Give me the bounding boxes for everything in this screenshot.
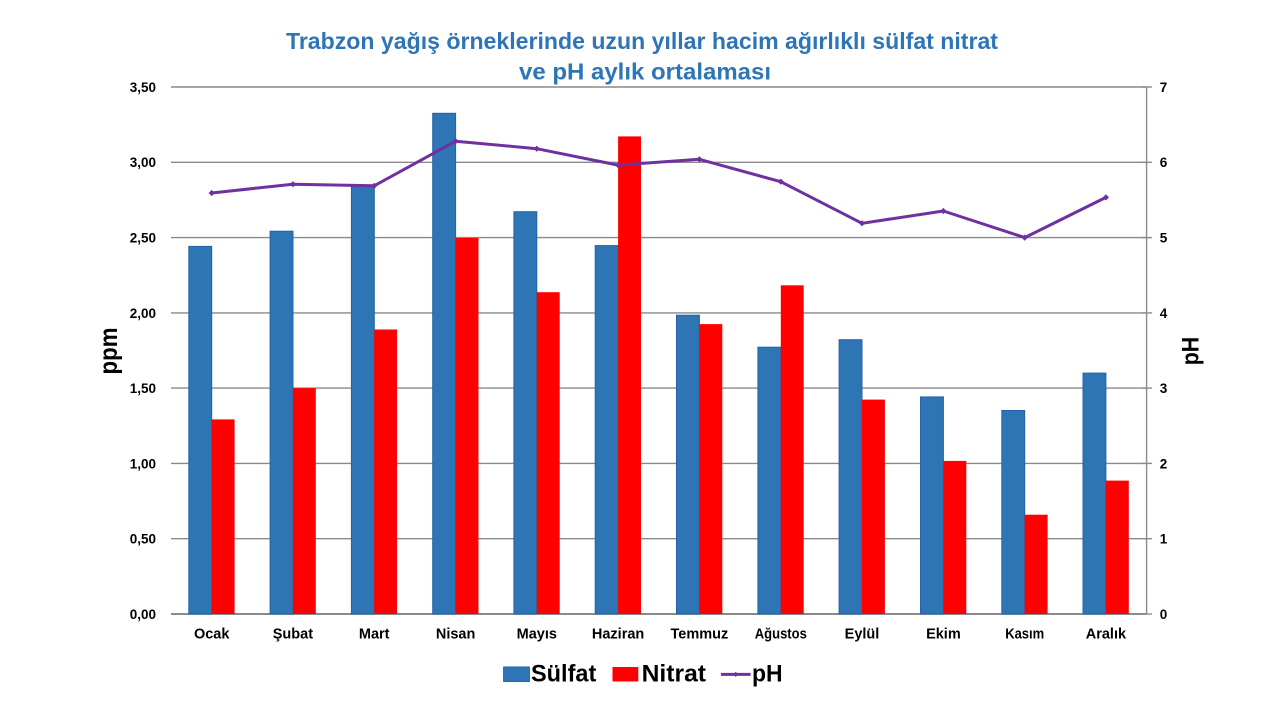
svg-text:3,50: 3,50 — [130, 80, 156, 95]
svg-text:7: 7 — [1160, 80, 1168, 95]
svg-text:6: 6 — [1160, 155, 1168, 170]
svg-text:Mayıs: Mayıs — [517, 627, 557, 643]
svg-text:Temmuz: Temmuz — [671, 627, 729, 643]
svg-text:3,00: 3,00 — [130, 155, 156, 170]
svg-text:Mart: Mart — [359, 627, 390, 643]
svg-text:Haziran: Haziran — [592, 627, 644, 643]
svg-text:Trabzon yağış örneklerinde uzu: Trabzon yağış örneklerinde uzun yıllar h… — [286, 28, 998, 54]
svg-text:Ağustos: Ağustos — [755, 627, 807, 643]
svg-text:Sülfat: Sülfat — [531, 660, 596, 687]
svg-text:0: 0 — [1160, 607, 1168, 622]
svg-text:Ocak: Ocak — [194, 627, 230, 643]
svg-text:ppm: ppm — [95, 328, 123, 375]
svg-text:2: 2 — [1160, 456, 1168, 471]
svg-text:2,00: 2,00 — [130, 306, 156, 321]
svg-text:pH: pH — [1177, 337, 1204, 366]
svg-text:Aralık: Aralık — [1086, 627, 1127, 643]
svg-text:Şubat: Şubat — [273, 627, 313, 643]
svg-text:ve pH aylık ortalaması: ve pH aylık ortalaması — [519, 59, 771, 85]
svg-text:1: 1 — [1160, 532, 1168, 547]
svg-text:pH: pH — [752, 660, 783, 687]
svg-text:5: 5 — [1160, 231, 1168, 246]
svg-text:4: 4 — [1160, 306, 1168, 321]
svg-text:Nisan: Nisan — [436, 627, 476, 643]
svg-text:2,50: 2,50 — [130, 231, 156, 246]
svg-text:0,00: 0,00 — [130, 607, 156, 622]
svg-text:3: 3 — [1160, 381, 1168, 396]
svg-text:Eylül: Eylül — [845, 627, 880, 643]
svg-text:Nitrat: Nitrat — [642, 660, 706, 687]
svg-text:Kasım: Kasım — [1005, 627, 1044, 643]
svg-text:Ekim: Ekim — [926, 627, 961, 643]
svg-text:1,00: 1,00 — [130, 456, 156, 471]
svg-text:1,50: 1,50 — [130, 381, 156, 396]
svg-text:0,50: 0,50 — [130, 532, 156, 547]
